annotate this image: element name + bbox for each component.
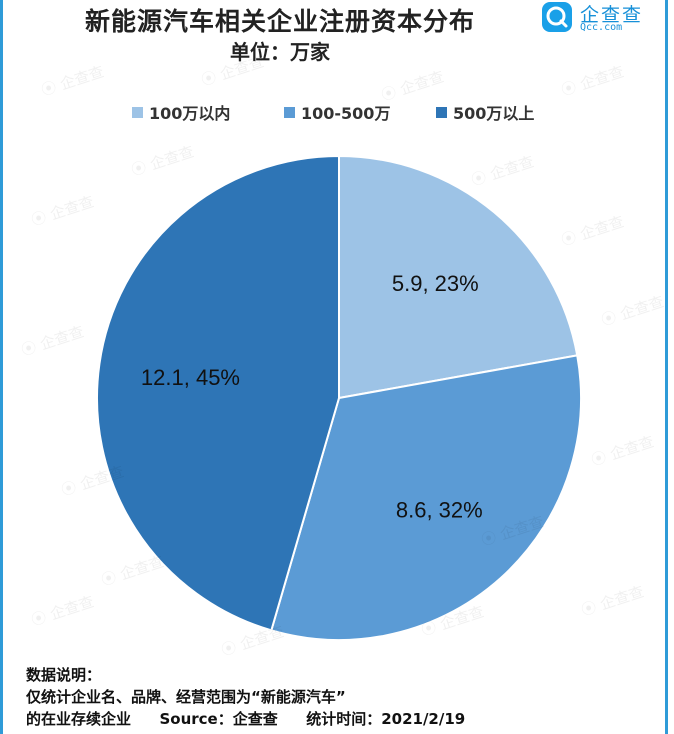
pie-slice xyxy=(338,154,579,400)
legend-swatch xyxy=(284,106,295,118)
slice-data-label: 8.6, 32% xyxy=(396,498,483,523)
legend-label: 100-500万 xyxy=(301,104,391,123)
legend-swatch xyxy=(436,106,447,118)
notes-scope: 的在业存续企业 xyxy=(26,710,132,728)
pie-slice xyxy=(96,154,340,632)
legend-item: 100万以内 xyxy=(132,100,230,124)
pie-chart: 5.9, 23% 8.6, 32% 12.1, 45% xyxy=(96,154,582,641)
notes-line-2: 的在业存续企业 Source：企查查 统计时间：2021/2/19 xyxy=(26,708,465,730)
chart-title: 新能源汽车相关企业注册资本分布 xyxy=(84,7,475,36)
notes-source: Source：企查查 xyxy=(159,710,278,728)
notes-line-1: 仅统计企业名、品牌、经营范围为“新能源汽车” xyxy=(26,688,346,706)
slice-data-label: 12.1, 45% xyxy=(141,365,240,390)
chart-subtitle: 单位：万家 xyxy=(230,40,330,64)
chart-legend: 100万以内 100-500万 500万以上 xyxy=(120,100,560,124)
legend-label: 500万以上 xyxy=(453,104,535,123)
logo-name: 企查查 xyxy=(580,4,644,26)
notes-heading: 数据说明： xyxy=(26,666,102,684)
qcc-logo-icon xyxy=(542,2,572,32)
legend-swatch xyxy=(132,106,143,118)
legend-item: 500万以上 xyxy=(436,100,534,124)
notes-date: 统计时间：2021/2/19 xyxy=(306,710,466,728)
pie-slice xyxy=(270,354,582,641)
qcc-logo: 企查查 Qcc.com xyxy=(538,0,668,36)
legend-label: 100万以内 xyxy=(149,104,231,123)
slice-data-label: 5.9, 23% xyxy=(392,271,479,296)
data-notes: 数据说明： 仅统计企业名、品牌、经营范围为“新能源汽车” 的在业存续企业 Sou… xyxy=(26,664,465,730)
logo-url: Qcc.com xyxy=(580,22,623,33)
legend-item: 100-500万 xyxy=(284,100,390,124)
